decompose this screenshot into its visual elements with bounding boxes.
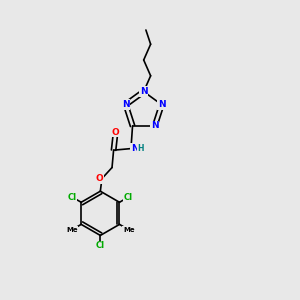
Text: Cl: Cl (124, 193, 133, 202)
Text: Cl: Cl (68, 193, 77, 202)
Text: N: N (158, 100, 166, 109)
Text: N: N (131, 144, 139, 153)
Text: N: N (140, 87, 148, 96)
Text: Cl: Cl (96, 242, 105, 250)
Text: N: N (122, 100, 130, 109)
Text: Me: Me (66, 227, 78, 233)
Text: N: N (151, 122, 159, 130)
Text: H: H (137, 144, 144, 153)
Text: O: O (95, 174, 103, 183)
Text: O: O (111, 128, 119, 137)
Text: Me: Me (123, 227, 135, 233)
